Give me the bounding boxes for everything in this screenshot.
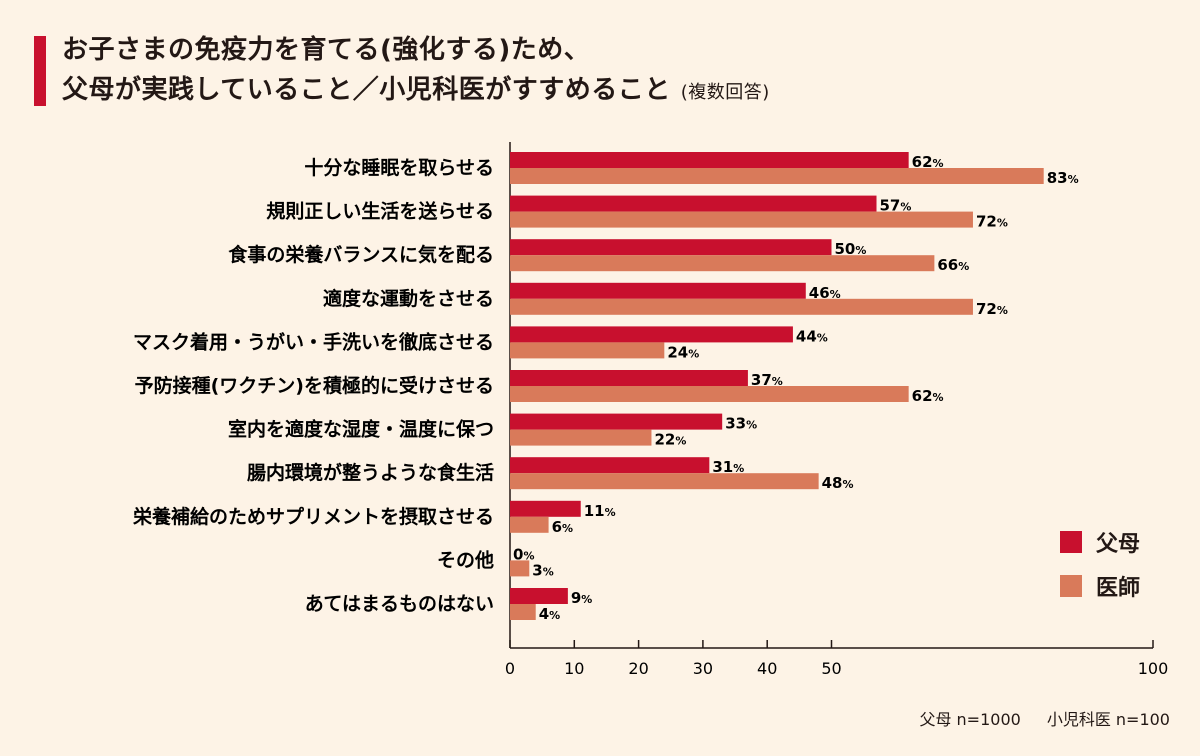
bar-doctors bbox=[510, 211, 973, 228]
title-line-2: 父母が実践していること／小児科医がすすめること bbox=[62, 75, 671, 105]
category-label: 十分な睡眠を取らせる bbox=[304, 156, 494, 179]
data-label: 57% bbox=[880, 197, 912, 215]
chart-title: お子さまの免疫力を育てる(強化する)ため、 父母が実践していること／小児科医がす… bbox=[62, 30, 770, 113]
bar-doctors bbox=[510, 473, 819, 490]
x-tick-label: 50 bbox=[821, 659, 841, 678]
bar-parents bbox=[510, 195, 877, 212]
legend-swatch-parents bbox=[1060, 531, 1082, 553]
bar-doctors bbox=[510, 255, 935, 272]
data-label: 4% bbox=[539, 605, 560, 623]
data-label: 66% bbox=[937, 256, 969, 274]
category-label: 室内を適度な湿度・温度に保つ bbox=[228, 418, 494, 441]
x-tick-label: 30 bbox=[693, 659, 713, 678]
bar-parents bbox=[510, 239, 832, 256]
data-label: 6% bbox=[552, 518, 573, 536]
legend-item-parents: 父母 bbox=[1060, 526, 1140, 558]
bar-doctors bbox=[510, 429, 652, 446]
data-label: 0% bbox=[513, 545, 534, 563]
data-label: 83% bbox=[1047, 169, 1079, 187]
title-note: (複数回答) bbox=[680, 82, 770, 103]
bar-parents bbox=[510, 326, 793, 343]
sample-size-parents: 父母 n=1000 bbox=[919, 710, 1021, 729]
category-label: 適度な運動をさせる bbox=[323, 287, 494, 310]
category-label: 食事の栄養バランスに気を配る bbox=[228, 243, 494, 266]
data-label: 44% bbox=[796, 327, 828, 345]
data-label: 62% bbox=[912, 153, 944, 171]
legend: 父母 医師 bbox=[1060, 526, 1140, 614]
category-label: その他 bbox=[437, 548, 494, 571]
data-label: 72% bbox=[976, 300, 1008, 318]
category-label: マスク着用・うがい・手洗いを徹底させる bbox=[133, 330, 494, 353]
bar-parents bbox=[510, 588, 568, 604]
x-tick-label: 40 bbox=[757, 659, 777, 678]
data-label: 46% bbox=[809, 284, 841, 302]
category-label: 栄養補給のためサプリメントを摂取させる bbox=[132, 505, 494, 528]
bar-chart: 0 10 20 30 40 50 100 十分な睡眠を取らせる 62% 83% 規則正しい生活を送ら… bbox=[132, 142, 1169, 678]
data-label: 31% bbox=[712, 458, 744, 476]
title-line-1: お子さまの免疫力を育てる(強化する)ため、 bbox=[62, 35, 591, 65]
bar-doctors bbox=[510, 298, 973, 315]
bar-doctors bbox=[510, 168, 1044, 184]
data-label: 24% bbox=[667, 343, 699, 361]
bar-doctors bbox=[510, 516, 549, 533]
legend-label-doctors: 医師 bbox=[1096, 576, 1141, 601]
data-label: 33% bbox=[725, 415, 757, 433]
bar-parents bbox=[510, 282, 806, 299]
category-label: 腸内環境が整うような食生活 bbox=[247, 461, 494, 484]
x-tick-label: 20 bbox=[628, 659, 648, 678]
sample-size-note: 父母 n=1000 小児科医 n=100 bbox=[893, 706, 1170, 730]
bar-doctors bbox=[510, 342, 665, 359]
category-label: 規則正しい生活を送らせる bbox=[266, 200, 494, 223]
legend-label-parents: 父母 bbox=[1096, 532, 1141, 557]
data-label: 48% bbox=[822, 474, 854, 492]
data-label: 11% bbox=[584, 502, 616, 520]
x-tick-label: 10 bbox=[564, 659, 584, 678]
category-label: 予防接種(ワクチン)を積極的に受けさせる bbox=[135, 374, 494, 397]
bar-parents bbox=[510, 413, 723, 430]
data-label: 9% bbox=[571, 589, 592, 607]
data-label: 72% bbox=[976, 213, 1008, 231]
bar-doctors bbox=[510, 560, 530, 577]
bar-parents bbox=[510, 152, 909, 168]
legend-item-doctors: 医師 bbox=[1060, 570, 1140, 602]
legend-swatch-doctors bbox=[1060, 575, 1082, 597]
data-label: 37% bbox=[751, 371, 783, 389]
data-label: 50% bbox=[835, 240, 867, 258]
bar-parents bbox=[510, 457, 710, 474]
data-label: 62% bbox=[912, 387, 944, 405]
bar-doctors bbox=[510, 386, 909, 402]
sample-size-doctors: 小児科医 n=100 bbox=[1046, 710, 1170, 729]
data-label: 22% bbox=[654, 431, 686, 449]
category-label: あてはまるものはない bbox=[305, 593, 494, 615]
bar-parents bbox=[510, 500, 581, 517]
title-accent-bar bbox=[34, 36, 46, 106]
data-label: 3% bbox=[532, 561, 553, 579]
x-tick-label: 0 bbox=[505, 659, 515, 678]
bar-parents bbox=[510, 370, 748, 386]
bar-doctors bbox=[510, 604, 536, 620]
x-tick-label: 100 bbox=[1138, 659, 1169, 678]
